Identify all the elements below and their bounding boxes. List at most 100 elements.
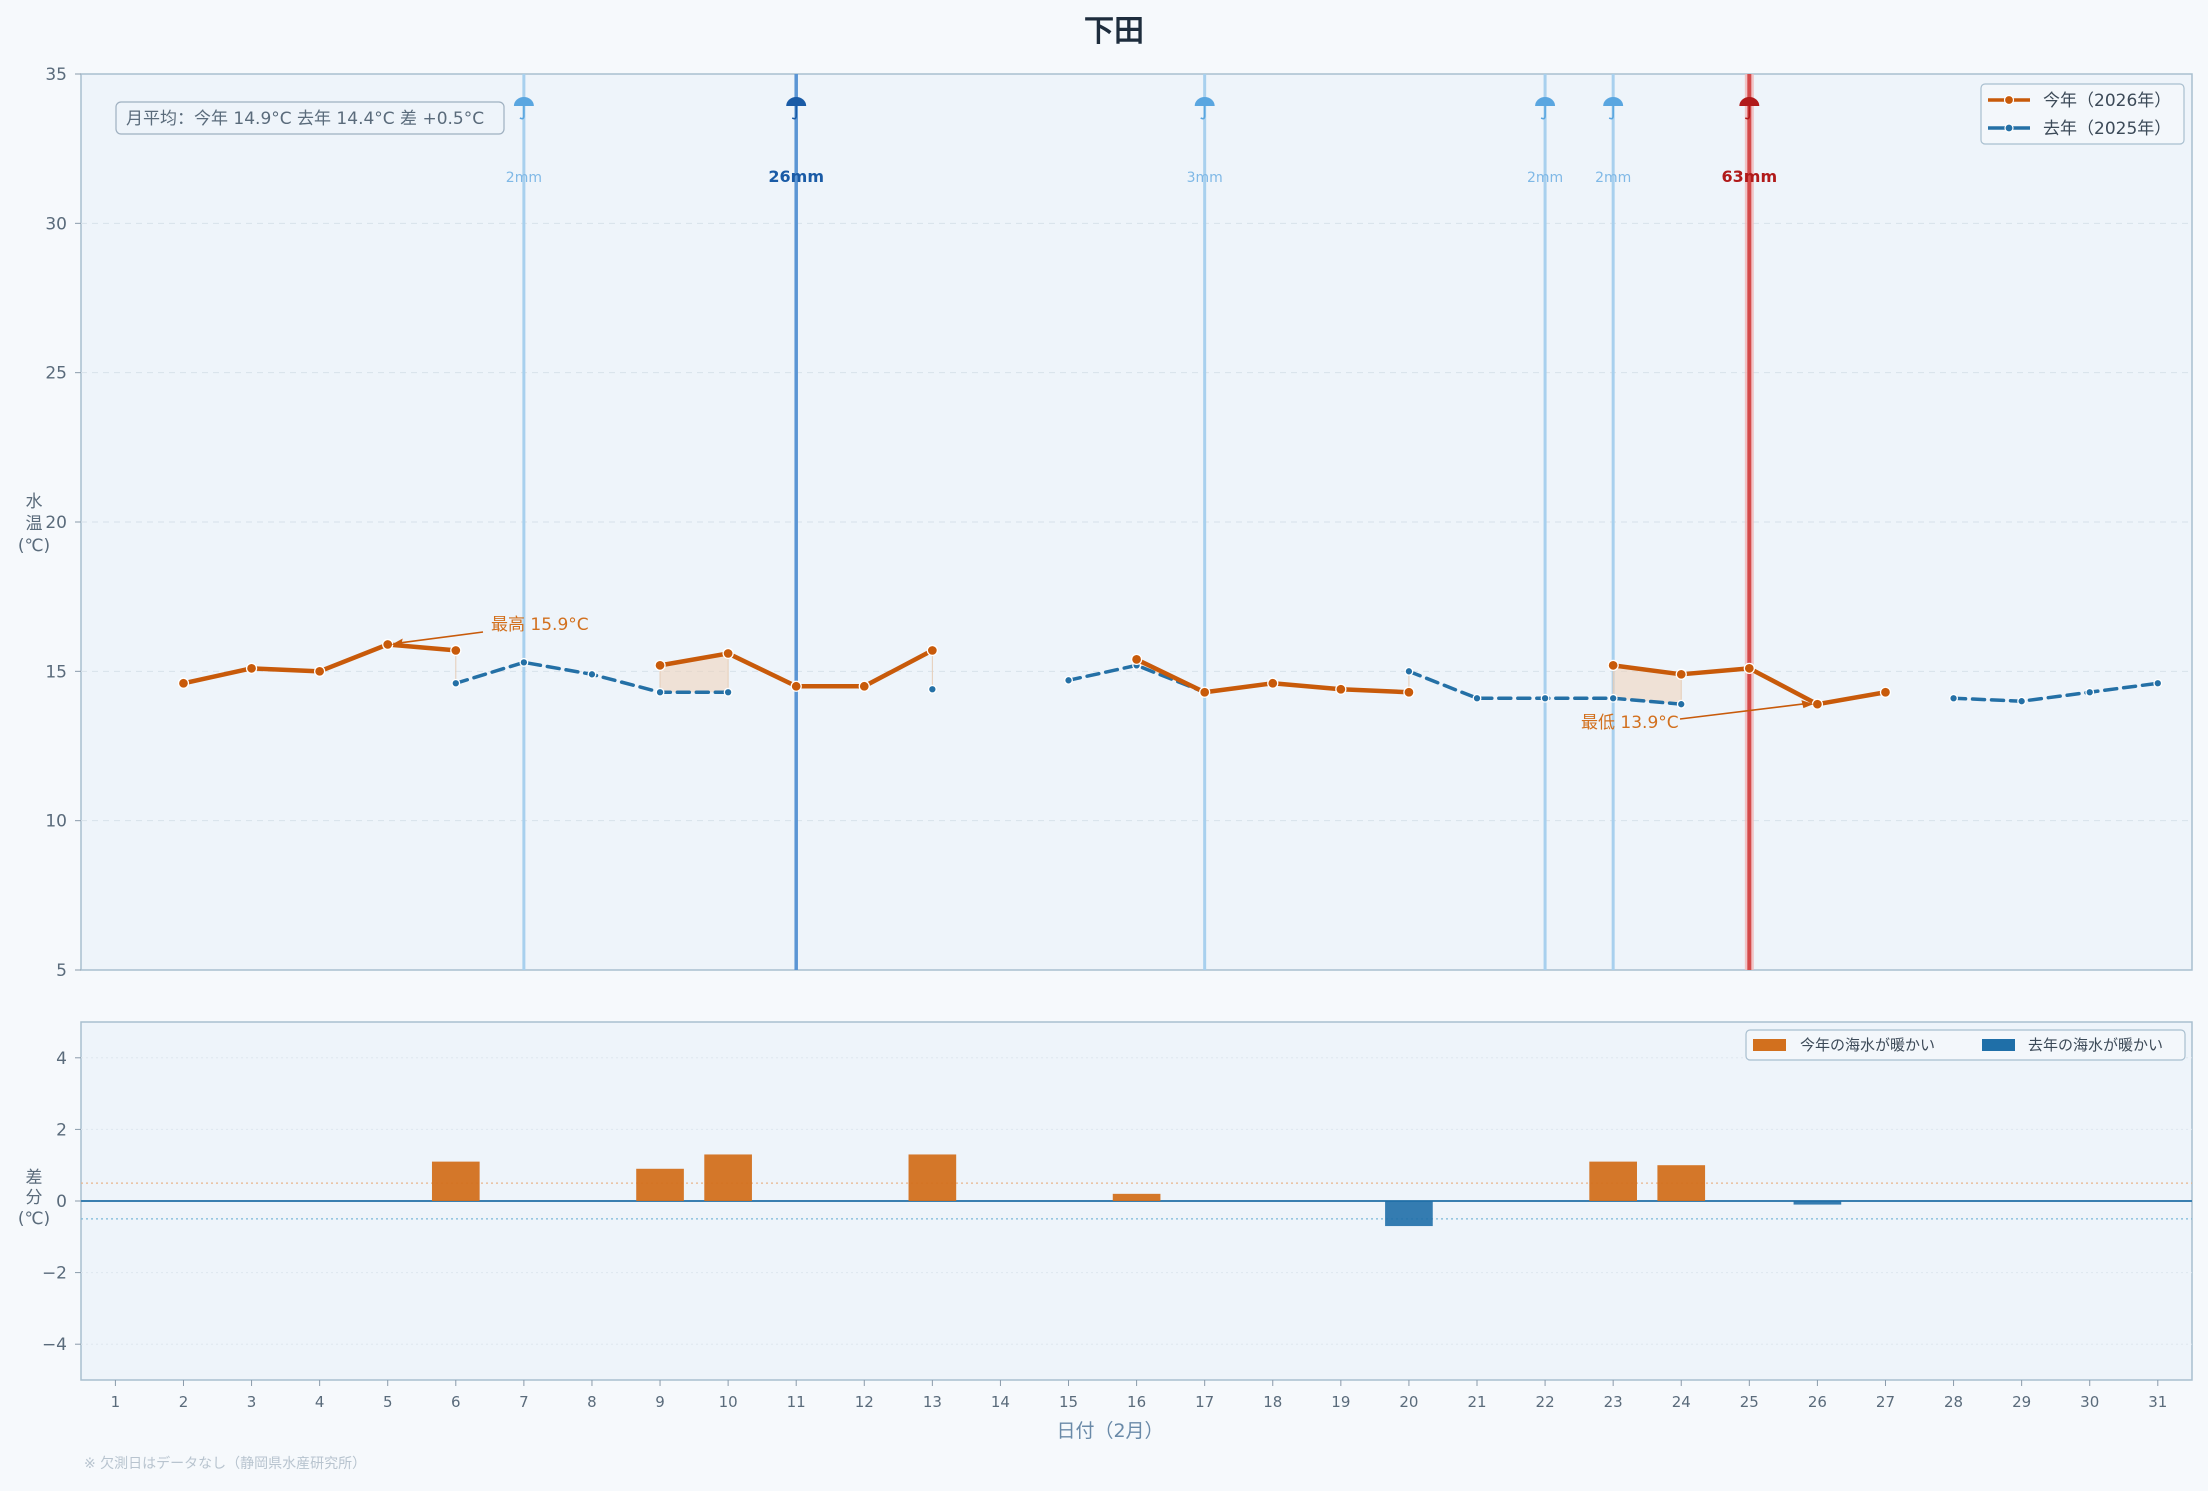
x-tick-label: 8 [587, 1393, 597, 1411]
main-y-tick-label: 20 [45, 513, 67, 533]
main-y-tick-label: 10 [45, 812, 67, 832]
main-y-ticks: 5 10 15 20 25 30 35 [45, 65, 81, 981]
series-point [655, 687, 665, 697]
umbrella-icon [1535, 97, 1556, 106]
series-point [2085, 687, 2095, 697]
diff-y-tick-label: 0 [56, 1192, 67, 1212]
umbrella-icon [513, 97, 534, 106]
diff-bar [908, 1154, 957, 1201]
diff-bar [704, 1154, 752, 1201]
diff-legend-frame [1745, 1029, 2186, 1061]
x-tick-label: 1 [111, 1393, 121, 1411]
x-tick-label: 12 [855, 1393, 874, 1411]
series-point [177, 677, 190, 689]
umbrella-icon [1603, 97, 1624, 106]
rain-amount-label: 3mm [1187, 170, 1223, 186]
series-point [790, 680, 802, 692]
legend-marker-2026 [2003, 94, 2015, 106]
series-point [245, 662, 258, 674]
main-y-tick-label: 5 [56, 961, 67, 981]
diff-y-ticks: −4 −2 0 2 4 [42, 1049, 81, 1355]
series-point [451, 678, 461, 688]
extreme-annotations: 最高 15.9°C 最低 13.9°C [391, 615, 1814, 733]
annotation-arrowhead [391, 638, 403, 647]
x-tick-label: 16 [1127, 1393, 1146, 1411]
annotation-max: 最高 15.9°C [491, 615, 589, 635]
main-plot-area [80, 73, 2193, 971]
x-tick-label: 22 [1536, 1393, 1555, 1411]
diff-bar [1657, 1165, 1706, 1201]
diff-y-tick-label: −2 [42, 1264, 67, 1284]
x-tick-label: 30 [2080, 1393, 2099, 1411]
diff-y-tick-label: 4 [56, 1049, 67, 1069]
umbrella-icon [1194, 97, 1215, 106]
series-point [1676, 699, 1686, 709]
rain-amount-label: 2mm [1595, 170, 1631, 186]
x-axis-label: 日付（2月） [1056, 1420, 1163, 1442]
series-point [654, 659, 666, 672]
x-tick-label: 4 [315, 1393, 325, 1411]
main-y-label-1: 水 [26, 492, 43, 512]
diff-y-label-3: (℃) [18, 1209, 50, 1229]
series-point [723, 687, 733, 697]
main-y-tick-label: 15 [45, 662, 67, 682]
series-point [1403, 686, 1415, 698]
series-point [382, 638, 394, 651]
series-point [587, 669, 597, 679]
series-point [1064, 675, 1073, 685]
series-point [2153, 678, 2163, 688]
annotation-arrow [1679, 702, 1810, 720]
x-tick-label: 20 [1399, 1393, 1418, 1411]
footnote: ※ 欠測日はデータなし（静岡県水産研究所） [84, 1455, 366, 1472]
umbrella-icon [786, 97, 807, 106]
series-point [1335, 683, 1347, 695]
rain-amount-label: 2mm [1527, 170, 1563, 186]
main-y-label-2: 温 [26, 514, 43, 534]
diff-bar [1589, 1161, 1637, 1201]
x-tick-label: 11 [787, 1393, 806, 1411]
x-tick-label: 2 [179, 1393, 189, 1411]
legend-swatch-this-year-warmer [1753, 1039, 1786, 1051]
legend-label-2026: 今年（2026年） [2043, 91, 2171, 111]
series-point [1540, 693, 1550, 703]
diff-bar [1385, 1201, 1433, 1227]
legend-swatch-last-year-warmer [1982, 1039, 2015, 1051]
series-point [1743, 662, 1755, 674]
rain-markers: 2mm 26mm 3mm 2mm 2mm 63mm [506, 74, 1777, 970]
legend-label-last-year-warmer: 去年の海水が暖かい [2028, 1036, 2163, 1054]
diff-y-tick-label: 2 [56, 1120, 67, 1140]
umbrella-icon [1739, 97, 1760, 106]
series-point [1404, 666, 1414, 676]
umbrella-handle-icon [791, 106, 797, 120]
x-tick-label: 31 [2148, 1393, 2167, 1411]
annotation-min: 最低 13.9°C [1581, 713, 1679, 733]
umbrella-handle-icon [519, 106, 525, 120]
summary-box-frame [115, 101, 505, 135]
x-tick-label: 29 [2012, 1393, 2031, 1411]
x-tick-label: 23 [1604, 1393, 1623, 1411]
x-tick-label: 7 [519, 1393, 529, 1411]
diff-bar [636, 1168, 684, 1201]
diff-y-tick-label: −4 [42, 1335, 67, 1355]
x-tick-label: 6 [451, 1393, 461, 1411]
series-point [1879, 686, 1892, 698]
diff-bar [1112, 1193, 1161, 1201]
x-tick-label: 24 [1672, 1393, 1691, 1411]
legend-label-this-year-warmer: 今年の海水が暖かい [1800, 1036, 1935, 1054]
rain-amount-label: 26mm [768, 167, 824, 186]
x-tick-label: 18 [1263, 1393, 1282, 1411]
annotation-arrowhead [1801, 700, 1814, 709]
series-point [927, 684, 937, 694]
umbrella-handle-icon [1200, 106, 1206, 120]
x-ticks: 1 2 3 4 5 6 7 8 9 10 11 12 13 14 15 16 17 18 19 20 21 22 23 24 2… [111, 1380, 2167, 1411]
main-y-label-3: (℃) [18, 536, 50, 556]
x-tick-label: 15 [1059, 1393, 1078, 1411]
series-point [1607, 659, 1619, 672]
main-y-tick-label: 30 [45, 214, 67, 234]
rain-amount-label: 2mm [506, 170, 542, 186]
annotation-arrow [395, 631, 484, 645]
series-point [450, 644, 462, 657]
x-tick-label: 14 [991, 1393, 1010, 1411]
